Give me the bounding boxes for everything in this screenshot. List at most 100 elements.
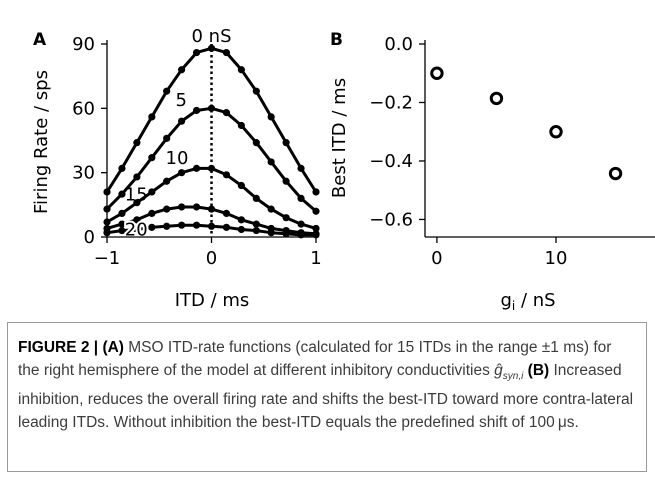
series-0-point-12 <box>282 139 290 147</box>
series-label-4: 20 <box>125 219 148 240</box>
series-2-point-8 <box>222 171 231 179</box>
y-axis-label-b: Best ITD / ms <box>329 78 350 198</box>
series-3-point-2 <box>133 216 141 224</box>
series-4-point-9 <box>237 225 245 234</box>
series-4-point-3 <box>148 223 156 231</box>
caption-part-b-text: Increased inhibition, reduces the overal… <box>18 362 634 432</box>
series-2-point-9 <box>237 181 245 190</box>
series-4-point-2 <box>133 225 141 234</box>
series-2-point-13 <box>297 220 305 228</box>
best-itd-points <box>430 66 623 181</box>
y-axis-label-a: Firing Rate / sps <box>31 70 52 214</box>
series-1-point-5 <box>178 117 186 125</box>
series-0-point-3 <box>148 113 156 121</box>
caption-part-a-text: MSO ITD-rate functions (calculated for 1… <box>18 339 612 379</box>
panel-label-b: B <box>330 30 343 50</box>
caption-symbol: ĝ <box>494 362 503 379</box>
series-3-point-1 <box>118 220 126 228</box>
x-tick-label-a-2: 1 <box>310 248 321 269</box>
series-2-point-10 <box>252 194 260 202</box>
x-axis-label-b-sub: i <box>512 299 515 313</box>
series-0-point-13 <box>297 164 305 172</box>
figure: A Firing Rate / sps ITD / ms 0 nS5101520… <box>31 24 655 313</box>
best-itd-point-1 <box>489 91 504 106</box>
caption-figure-label: FIGURE 2 | <box>18 339 103 356</box>
series-4-point-11 <box>267 229 275 237</box>
series-label-2: 10 <box>166 148 189 169</box>
series-0-point-8 <box>222 48 231 57</box>
series-1-point-13 <box>297 194 305 202</box>
series-1-point-6 <box>192 106 201 115</box>
best-itd-point-2 <box>549 125 563 139</box>
series-2-point-11 <box>267 205 275 213</box>
series-0-point-11 <box>267 113 275 121</box>
x-tick-label-b-1: 10 <box>545 248 568 269</box>
series-3-point-5 <box>178 203 186 211</box>
series-3-point-10 <box>252 220 260 228</box>
series-0-point-10 <box>252 87 260 95</box>
series-1-point-1 <box>118 190 126 198</box>
series-1-point-12 <box>282 177 290 185</box>
series-1-point-14 <box>312 207 320 215</box>
y-tick-label-a-0: 0 <box>84 227 95 248</box>
series-4-point-7 <box>207 222 216 230</box>
x-axis-label-b-rest: / nS <box>515 290 555 311</box>
series-0-point-1 <box>118 164 126 172</box>
series-2-point-14 <box>312 224 320 233</box>
series-0-point-5 <box>178 66 186 74</box>
series-2-point-3 <box>148 188 156 196</box>
series-2-point-1 <box>118 209 126 218</box>
x-tick-label-b-0: 0 <box>431 248 442 269</box>
y-tick-label-a-1: 30 <box>72 163 95 184</box>
panel-label-a: A <box>33 30 47 50</box>
series-3-point-6 <box>192 203 201 211</box>
series-0-point-14 <box>312 188 320 196</box>
series-4-point-6 <box>192 221 201 229</box>
series-3-point-7 <box>207 205 216 213</box>
panel-a: A Firing Rate / sps ITD / ms 0 nS5101520… <box>31 24 322 311</box>
series-0-point-4 <box>163 87 171 95</box>
series-1-point-7 <box>207 104 216 112</box>
series-3-point-4 <box>163 205 171 213</box>
panel-b: B Best ITD / ms gi / nS 0.0 −0.2 −0.4 −0.6 0… <box>329 30 655 313</box>
x-tick-label-a-0: −1 <box>94 248 121 269</box>
best-itd-point-3 <box>608 166 623 181</box>
series-1-point-3 <box>148 154 156 162</box>
series-1-point-9 <box>237 121 245 130</box>
series-0-point-7 <box>207 44 216 52</box>
y-tick-label-b-3: −0.6 <box>369 209 413 230</box>
series-0-point-2 <box>133 139 141 147</box>
rate-curves: 0 nS 5 10 15 20 <box>103 24 320 242</box>
x-axis-label-a: ITD / ms <box>175 290 250 311</box>
figure-caption: FIGURE 2 | (A) MSO ITD-rate functions (c… <box>7 322 647 472</box>
y-tick-label-b-2: −0.4 <box>369 151 413 172</box>
series-label-0: 0 nS <box>191 26 231 47</box>
series-label-1: 5 <box>175 90 186 111</box>
x-axis-label-b-main: g <box>500 290 511 311</box>
series-4-point-5 <box>178 221 186 229</box>
series-0-point-6 <box>192 48 201 57</box>
axes-b: 0.0−0.2−0.4−0.601020 <box>369 34 655 269</box>
series-2-point-2 <box>133 199 141 207</box>
y-tick-label-a-2: 60 <box>72 98 95 119</box>
series-2-point-12 <box>282 214 290 222</box>
series-2-point-6 <box>192 164 201 172</box>
best-itd-point-0 <box>430 66 444 80</box>
x-tick-label-a-1: 0 <box>206 248 217 269</box>
series-4-point-8 <box>222 223 231 231</box>
y-tick-label-b-0: 0.0 <box>384 34 413 55</box>
series-1-point-10 <box>252 139 260 147</box>
caption-part-b-label: (B) <box>523 362 550 379</box>
series-4-point-10 <box>252 226 260 235</box>
series-3-point-8 <box>222 209 231 218</box>
series-1-point-4 <box>163 134 171 142</box>
caption-part-a-label: (A) <box>102 339 124 356</box>
series-3-point-9 <box>237 216 245 224</box>
series-0-point-9 <box>237 66 245 74</box>
y-tick-label-a-3: 90 <box>72 34 95 55</box>
series-1-point-2 <box>133 173 141 181</box>
series-4-point-4 <box>163 222 171 230</box>
series-1-point-11 <box>267 158 275 166</box>
series-label-3: 15 <box>125 185 148 206</box>
